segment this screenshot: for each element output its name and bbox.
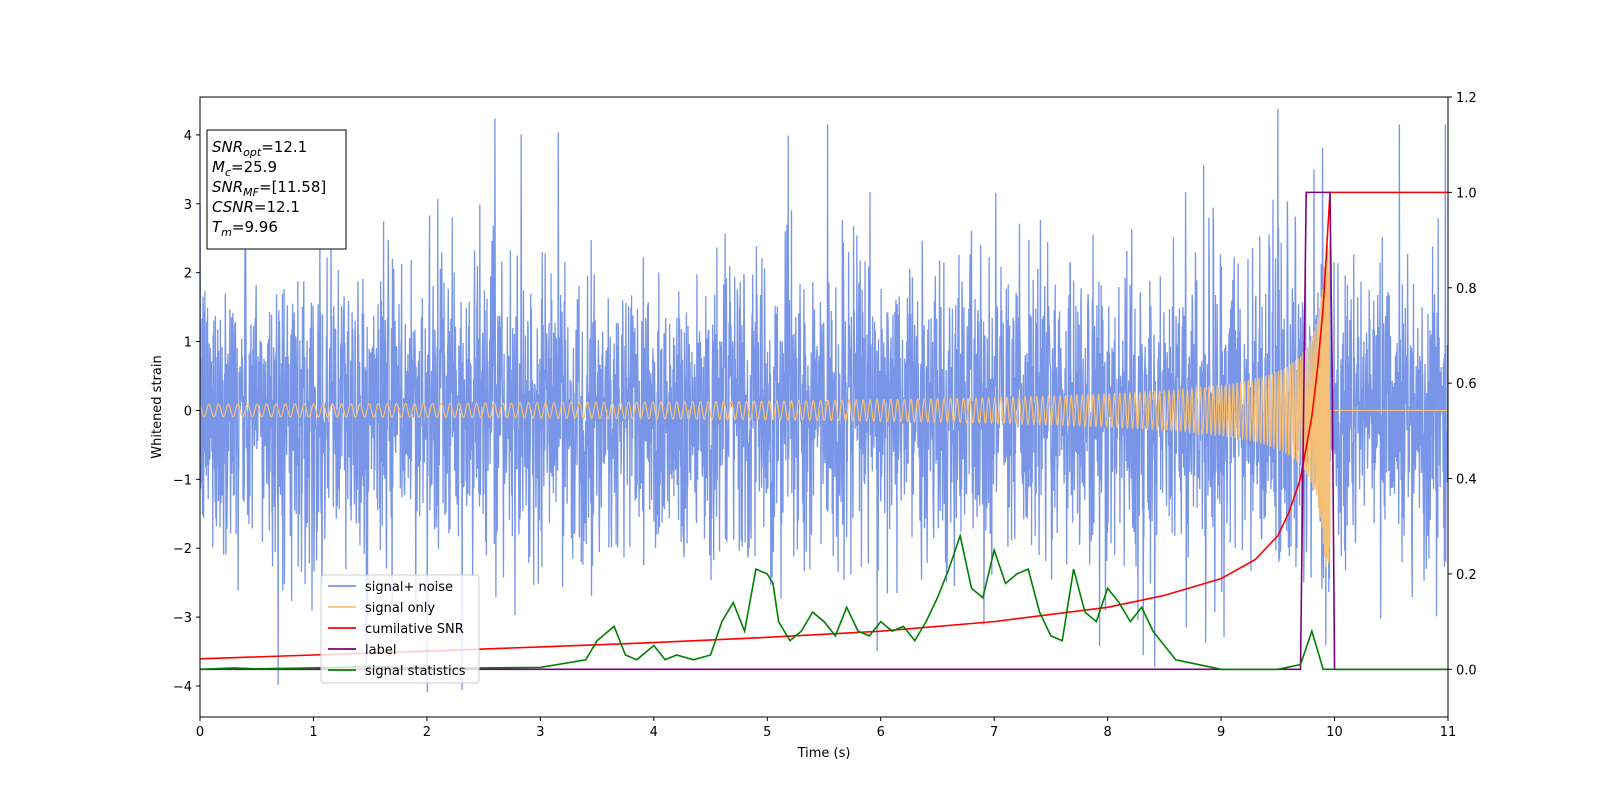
x-tick-label: 10 — [1326, 725, 1343, 740]
y-axis-label: Whitened strain — [150, 355, 165, 458]
info-box-line: CSNR=12.1 — [212, 198, 300, 216]
x-tick-label: 9 — [1217, 725, 1225, 740]
y2-tick-label: 0.6 — [1456, 377, 1477, 392]
legend: signal+ noise signal only cumilative SNR la… — [320, 574, 480, 684]
x-tick-label: 8 — [1103, 725, 1111, 740]
info-box-line: SNRopt=12.1 — [212, 138, 307, 159]
y-tick-label: 1 — [184, 336, 192, 351]
info-box-frame — [206, 129, 347, 250]
x-tick-label: 11 — [1440, 725, 1457, 740]
y2-tick-label: 0.4 — [1456, 473, 1477, 488]
legend-entry-label: label — [365, 643, 396, 658]
series-line-cumulative-snr — [200, 191, 1448, 660]
legend-entry-label: cumilative SNR — [365, 622, 464, 637]
x-tick-label: 2 — [423, 725, 431, 740]
series-line-signal-noise — [200, 109, 1448, 693]
x-tick-label: 4 — [650, 725, 658, 740]
y-axis: 4 3 2 1 0 −1 −2 −3 −4 — [173, 129, 200, 695]
y-tick-label: −1 — [173, 473, 192, 488]
legend-entry-label: signal only — [365, 601, 435, 616]
y-tick-label: −2 — [173, 542, 192, 557]
info-box-line: Mc=25.9 — [212, 158, 277, 179]
plot-frame — [199, 96, 1449, 718]
y-tick-label: 2 — [184, 267, 192, 282]
y2-axis: 1.2 1.0 0.8 0.6 0.4 0.2 0.0 — [1448, 91, 1477, 678]
y-tick-label: 4 — [184, 129, 192, 144]
x-tick-label: 1 — [309, 725, 317, 740]
y2-tick-label: 1.2 — [1456, 91, 1477, 106]
series-line-label — [200, 191, 1448, 671]
x-tick-label: 0 — [196, 725, 204, 740]
y-tick-label: 0 — [184, 404, 192, 419]
legend-entry-label: signal+ noise — [365, 580, 453, 595]
y2-tick-label: 1.0 — [1456, 186, 1477, 201]
y2-tick-label: 0.2 — [1456, 568, 1477, 583]
legend-frame — [320, 574, 480, 684]
legend-entry-label: signal statistics — [365, 664, 466, 679]
x-tick-label: 7 — [990, 725, 998, 740]
x-tick-label: 5 — [763, 725, 771, 740]
plot-area — [200, 109, 1448, 693]
info-box: SNRopt=12.1Mc=25.9SNRMF=[11.58]CSNR=12.1… — [206, 129, 347, 250]
y-tick-label: −3 — [173, 611, 192, 626]
x-tick-label: 3 — [536, 725, 544, 740]
x-tick-label: 6 — [877, 725, 885, 740]
info-box-line: Tm=9.96 — [212, 218, 278, 239]
y-tick-label: −4 — [173, 680, 192, 695]
x-axis: 0 1 2 3 4 5 6 7 8 9 10 11 — [196, 717, 1456, 740]
info-box-line: SNRMF=[11.58] — [212, 178, 326, 199]
y2-tick-label: 0.0 — [1456, 663, 1477, 678]
y-tick-label: 3 — [184, 198, 192, 213]
y2-tick-label: 0.8 — [1456, 282, 1477, 297]
series-line-signal-statistics — [200, 532, 1448, 671]
x-axis-label: Time (s) — [797, 746, 851, 761]
series-line-signal-only — [200, 245, 1448, 568]
